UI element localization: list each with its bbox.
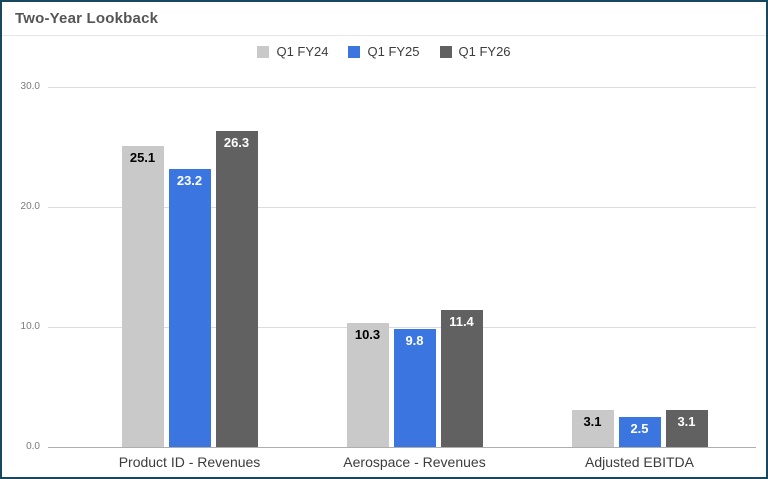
bar-value-label: 25.1 <box>129 149 156 165</box>
legend-item-q1-fy25: Q1 FY25 <box>348 44 420 59</box>
legend-item-q1-fy26: Q1 FY26 <box>439 44 511 59</box>
bar-value-label: 9.8 <box>405 333 424 349</box>
bar-value-label: 3.1 <box>677 413 696 429</box>
gridline <box>48 327 756 328</box>
legend-label: Q1 FY24 <box>276 44 329 59</box>
x-axis-category-label: Product ID - Revenues <box>118 454 261 470</box>
bar-q1-fy24-product-id-revenues <box>121 145 164 447</box>
legend-item-q1-fy24: Q1 FY24 <box>257 44 328 59</box>
bar-q1-fy25-aerospace-revenues <box>393 329 436 447</box>
y-axis-tick-label: 30.0 <box>20 81 40 92</box>
gridline <box>48 207 756 208</box>
legend-swatch-icon <box>257 45 270 58</box>
bar-q1-fy25-product-id-revenues <box>168 168 211 447</box>
bar-q1-fy24-adjusted-ebitda <box>571 409 614 447</box>
y-axis-tick-label: 0.0 <box>26 441 40 452</box>
chart-title: Two-Year Lookback <box>15 10 159 27</box>
legend-label: Q1 FY25 <box>367 44 420 59</box>
bar-value-label: 3.1 <box>583 413 602 429</box>
gridline <box>48 87 756 88</box>
legend: Q1 FY24 Q1 FY25 Q1 FY26 <box>2 44 766 59</box>
bar-q1-fy24-aerospace-revenues <box>346 323 389 447</box>
bar-value-label: 11.4 <box>449 314 474 330</box>
bar-value-label: 10.3 <box>354 327 381 343</box>
legend-label: Q1 FY26 <box>458 44 511 59</box>
y-axis-tick-label: 20.0 <box>20 201 40 212</box>
bar-q1-fy26-aerospace-revenues <box>440 310 483 447</box>
header-divider <box>2 35 766 36</box>
y-axis-tick-label: 10.0 <box>20 321 40 332</box>
bar-value-label: 2.5 <box>630 421 649 436</box>
x-axis-category-label: Aerospace - Revenues <box>343 454 486 470</box>
legend-swatch-icon <box>439 45 452 58</box>
bar-value-label: 26.3 <box>223 135 250 151</box>
bar-q1-fy25-adjusted-ebitda <box>618 417 661 447</box>
bar-value-label: 23.2 <box>176 172 203 188</box>
x-axis-line <box>48 447 756 448</box>
bar-q1-fy26-product-id-revenues <box>215 131 258 447</box>
x-axis-category-label: Adjusted EBITDA <box>585 454 694 470</box>
legend-swatch-icon <box>348 45 361 58</box>
bar-q1-fy26-adjusted-ebitda <box>665 409 708 447</box>
